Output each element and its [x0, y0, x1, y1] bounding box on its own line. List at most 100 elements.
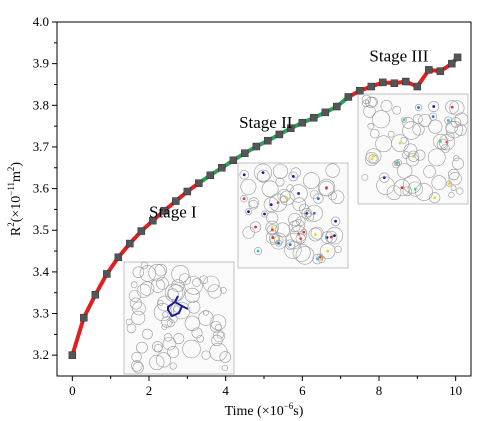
- inset-particle: [219, 351, 232, 363]
- data-point-marker: [126, 239, 134, 248]
- inset-particle: [325, 230, 338, 244]
- inset-particle: [130, 281, 138, 289]
- inset-particle: [285, 239, 296, 250]
- data-point-marker: [310, 114, 318, 122]
- inset-particle: [363, 105, 376, 118]
- inset-contact-dot: [270, 228, 274, 232]
- x-tick-label: 8: [376, 383, 383, 398]
- inset-contact-dot: [433, 196, 437, 200]
- inset-particle: [449, 100, 465, 116]
- data-point-marker: [172, 197, 180, 205]
- inset-particle: [263, 197, 279, 213]
- inset-particle: [153, 303, 172, 322]
- inset-particle: [184, 287, 200, 303]
- inset-contact-dot: [417, 106, 420, 109]
- inset-particle: [132, 362, 144, 374]
- data-point-marker: [379, 78, 387, 87]
- inset-contact-dot: [447, 182, 451, 186]
- y-axis-title-unit: m: [9, 171, 24, 182]
- data-point-marker: [218, 164, 226, 172]
- inset-contact-dot: [297, 192, 300, 195]
- inset-particle: [412, 123, 425, 136]
- inset-particle: [162, 311, 169, 318]
- inset-particle: [203, 275, 220, 293]
- inset-contact-dot: [326, 249, 330, 253]
- inset-particle: [142, 328, 153, 340]
- inset-particle: [173, 333, 185, 345]
- series-line-segment-stage-1: [70, 315, 86, 358]
- inset-particle: [221, 364, 228, 372]
- inset-contact-dot: [450, 105, 454, 109]
- inset-particle: [393, 160, 401, 167]
- inset-particle: [288, 220, 301, 233]
- inset-particle: [139, 281, 155, 296]
- inset-particle: [184, 315, 201, 331]
- inset-particle: [448, 168, 460, 181]
- inset-particle: [254, 247, 263, 256]
- inset-particle: [240, 194, 248, 203]
- inset-contact-dot: [247, 210, 250, 214]
- data-point-marker: [206, 171, 215, 180]
- inset-contact-dot: [333, 234, 336, 238]
- x-axis-title: Time (×10−6s): [225, 401, 304, 419]
- inset-particle: [452, 157, 464, 170]
- inset-stage-2-microstructure: [237, 162, 349, 269]
- inset-particle: [166, 346, 179, 359]
- inset-contact-dot: [261, 171, 265, 175]
- y-axis-title-base: R: [9, 226, 24, 236]
- inset-particle: [275, 222, 290, 238]
- y-tick-label: 3.9: [33, 56, 49, 71]
- inset-particle: [131, 360, 143, 372]
- inset-particle: [196, 334, 205, 343]
- inset-contact-dot: [313, 233, 317, 236]
- data-point-marker: [298, 119, 307, 127]
- inset-particle: [402, 186, 413, 197]
- inset-particle: [402, 117, 414, 129]
- inset-particle: [199, 275, 209, 285]
- inset-particle: [187, 300, 201, 314]
- inset-particle: [400, 136, 408, 144]
- inset-contact-dot: [288, 243, 292, 246]
- inset-particle: [130, 297, 142, 310]
- inset-particle: [163, 333, 173, 342]
- inset-particle: [154, 263, 168, 277]
- inset-particle: [265, 230, 280, 245]
- inset-contact-dot: [431, 115, 435, 118]
- data-point-marker: [252, 142, 261, 151]
- inset-particle: [436, 138, 449, 151]
- inset-contact-dot: [256, 249, 260, 253]
- data-point-marker: [367, 82, 376, 91]
- inset-particle: [219, 286, 227, 294]
- inset-particle: [365, 148, 382, 164]
- inset-particle: [132, 301, 146, 316]
- inset-particle: [433, 133, 449, 149]
- inset-particle: [203, 309, 209, 316]
- inset-particle: [126, 323, 137, 334]
- inset-contact-dot: [285, 196, 289, 200]
- data-point-marker: [160, 206, 169, 215]
- stage-labels: Stage I Stage II Stage III: [149, 47, 429, 222]
- inset-stage-3-microstructure: [357, 93, 469, 205]
- inset-particle: [312, 253, 323, 265]
- inset-contact-dot: [270, 226, 274, 229]
- y-axis-title: R2(×10−11m2): [6, 162, 24, 237]
- inset-particle: [453, 155, 460, 162]
- inset-particle: [242, 226, 255, 239]
- inset-particle: [402, 151, 410, 159]
- y-tick-label: 3.5: [33, 222, 49, 237]
- inset-particle: [148, 264, 166, 282]
- inset-contact-dot: [263, 212, 266, 216]
- data-point-marker: [333, 102, 341, 111]
- inset-particle: [364, 152, 379, 166]
- inset-contact-dot: [432, 105, 436, 108]
- inset-particle: [136, 341, 148, 354]
- inset-contact-dot: [329, 235, 333, 239]
- inset-particle: [210, 321, 222, 333]
- inset-particle: [254, 163, 273, 182]
- x-tick-label: 6: [299, 383, 306, 398]
- inset-particle: [405, 153, 420, 167]
- inset-particle: [305, 212, 315, 222]
- inset-particle: [456, 187, 464, 195]
- stage-label-2: Stage II: [239, 113, 293, 132]
- inset-contact-dot: [400, 186, 404, 190]
